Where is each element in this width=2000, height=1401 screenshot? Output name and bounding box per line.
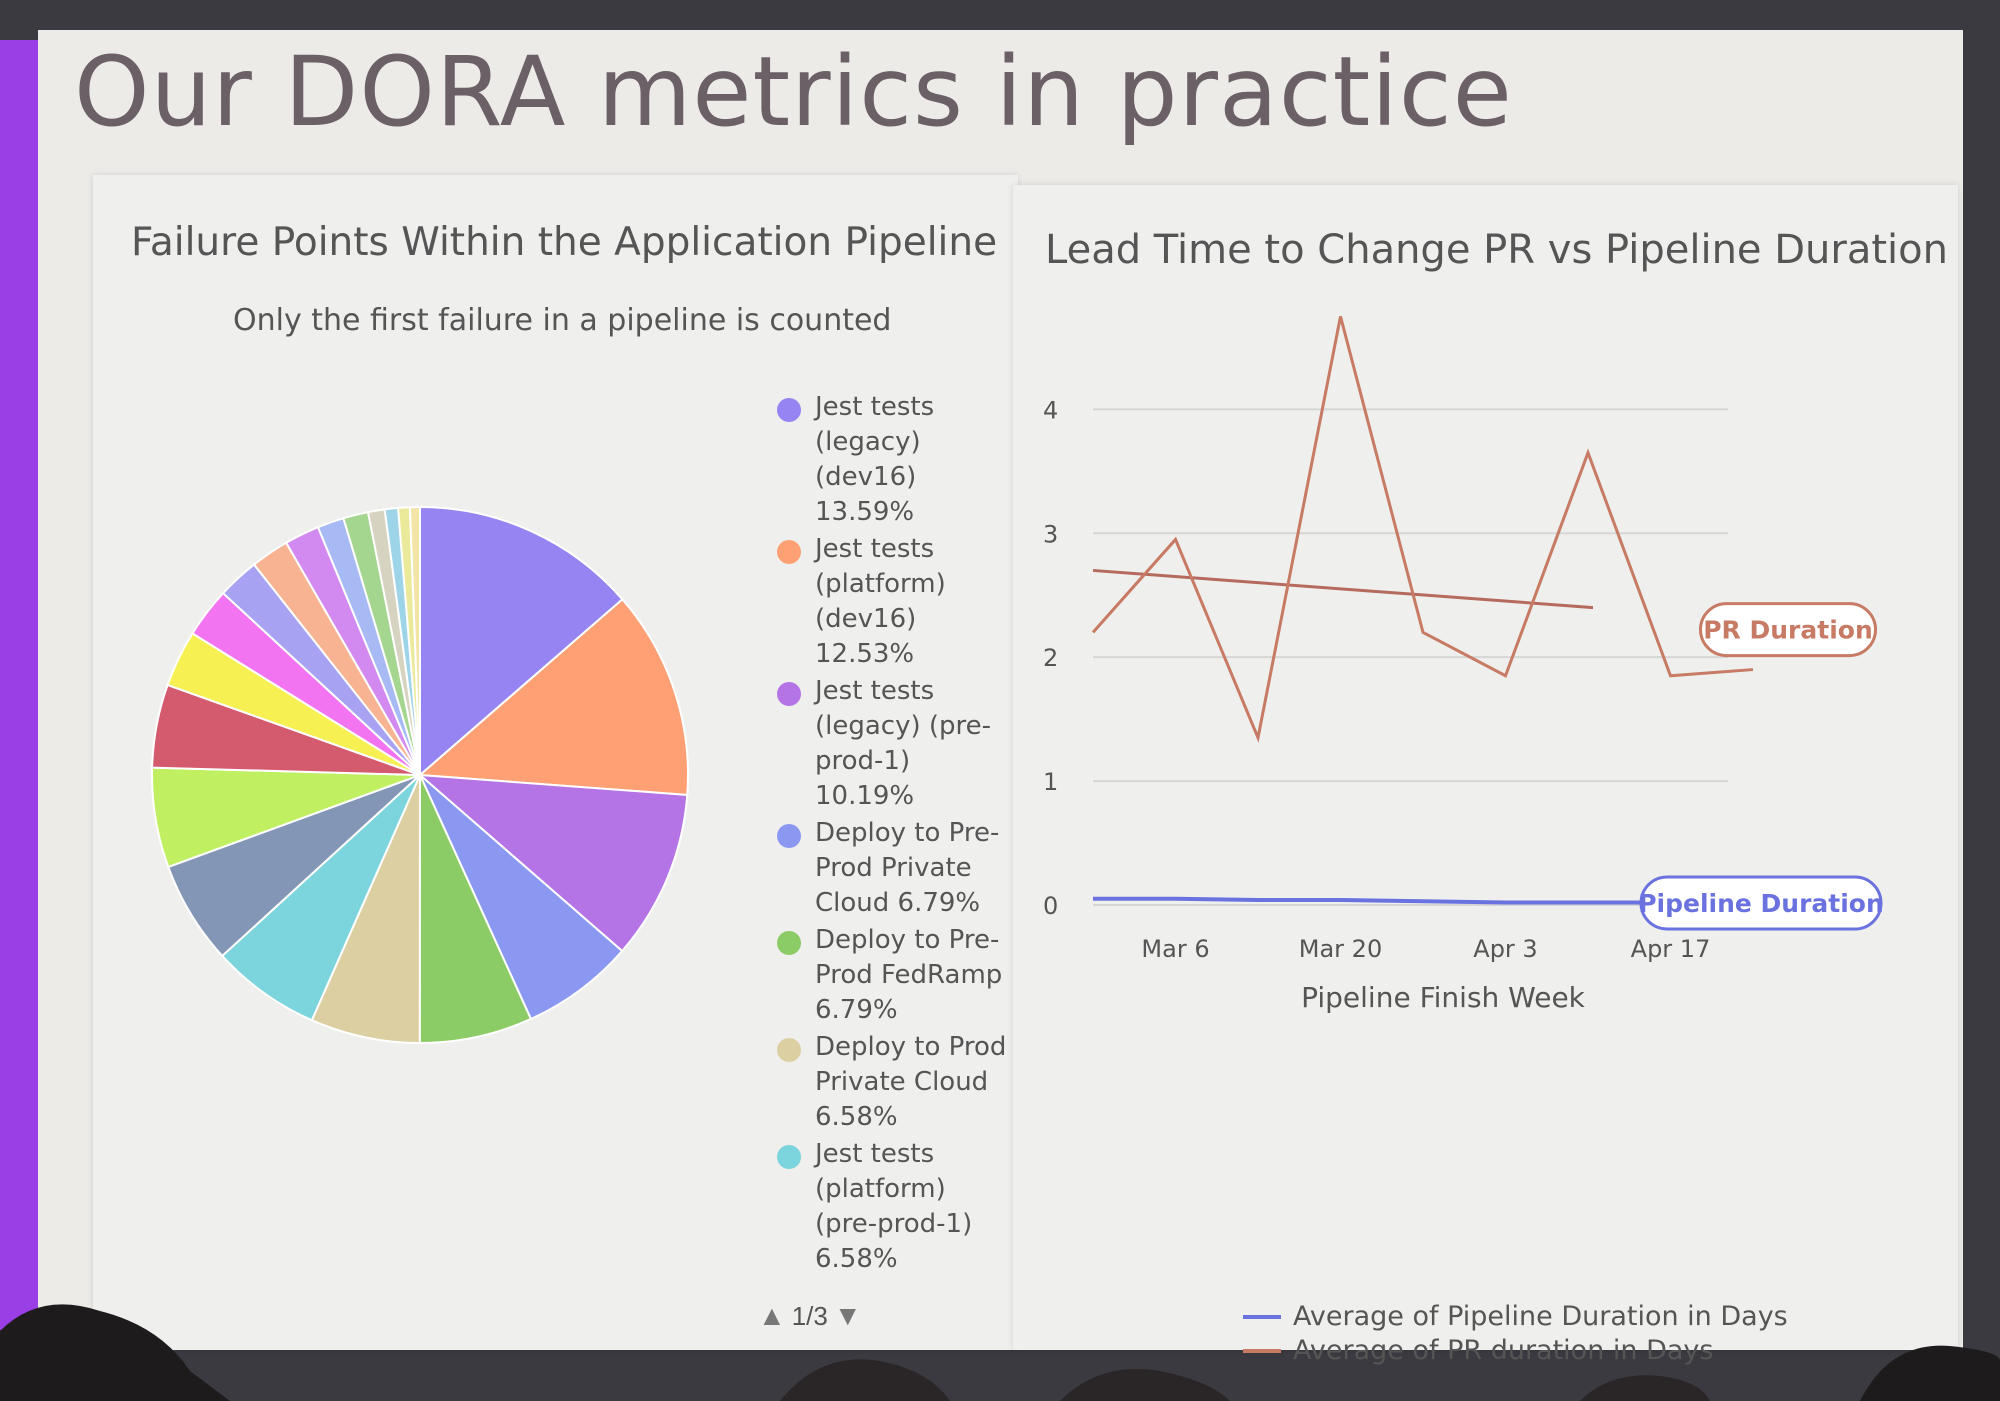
pie-chart-title: Failure Points Within the Application Pi… (131, 220, 998, 265)
pie-legend-item[interactable]: Jest tests (platform) (dev16) 12.53% (773, 532, 1013, 672)
line-chart-title: Lead Time to Change PR vs Pipeline Durat… (1045, 227, 1948, 273)
slide: Our DORA metrics in practice Failure Poi… (38, 30, 1963, 1366)
pie-slice[interactable] (417, 773, 689, 953)
pager-down-arrow-icon[interactable]: ▼ (833, 1300, 862, 1331)
pipeline-duration-badge: Pipeline Duration (1638, 875, 1884, 931)
pager-up-arrow-icon[interactable]: ▲ (758, 1300, 786, 1331)
pie-chart-panel: Failure Points Within the Application Pi… (93, 175, 1018, 1350)
legend-label: Deploy to Pre-Prod Private Cloud 6.79% (815, 818, 1000, 918)
legend-label: Jest tests (legacy) (pre-prod-1) 10.19% (815, 676, 992, 811)
pie-slice[interactable] (418, 774, 533, 1045)
audience-head-silhouette (1580, 1375, 1710, 1401)
x-tick-label: Mar 20 (1299, 935, 1382, 963)
line-legend-item[interactable]: Average of Pipeline Duration in Days (1243, 1300, 1788, 1334)
pr-duration-badge: PR Duration (1699, 602, 1877, 658)
y-tick-label: 2 (1043, 644, 1058, 672)
line-chart: 0 1 2 3 4 Mar 6 Mar 20 Apr 3 Apr 17 Pipeline Fini… (1043, 316, 1884, 1014)
audience-head-silhouette (780, 1359, 950, 1401)
legend-color-dot (777, 1145, 801, 1169)
legend-label: Deploy to Pre-Prod FedRamp 6.79% (815, 925, 1003, 1025)
audience-head-silhouette (0, 1304, 230, 1401)
accent-bar (0, 40, 38, 1330)
pie-chart (151, 505, 689, 1045)
audience-head-silhouette (1060, 1369, 1230, 1401)
pie-chart-subtitle: Only the first failure in a pipeline is … (233, 303, 892, 338)
legend-label: Jest tests (legacy) (dev16) 13.59% (815, 392, 935, 527)
y-tick-label: 1 (1043, 768, 1058, 796)
slide-title: Our DORA metrics in practice (74, 36, 1513, 148)
pie-slice[interactable] (419, 774, 624, 1021)
legend-color-dot (777, 1038, 801, 1062)
legend-label: Jest tests (platform) (pre-prod-1) 6.58% (815, 1139, 973, 1274)
y-tick-label: 0 (1043, 892, 1058, 920)
pie-legend-item[interactable]: Jest tests (legacy) (dev16) 13.59% (773, 390, 1013, 530)
audience-head-silhouette (1860, 1345, 2000, 1401)
pie-legend-item[interactable]: Deploy to Pre-Prod Private Cloud 6.79% (773, 816, 1013, 921)
x-tick-label: Apr 17 (1631, 935, 1711, 963)
pie-legend-item[interactable]: Deploy to Prod Private Cloud 6.58% (773, 1030, 1013, 1135)
pie-slice[interactable] (408, 505, 421, 776)
x-tick-label: Apr 3 (1473, 935, 1537, 963)
pie-slice[interactable] (220, 774, 421, 1022)
legend-label: Deploy to Prod Private Cloud 6.58% (815, 1032, 1007, 1132)
pr-duration-line[interactable] (1091, 316, 1754, 743)
line-legend-item[interactable]: Average of PR duration in Days (1243, 1334, 1788, 1368)
legend-pager: ▲ 1/3 ▼ (758, 1300, 862, 1332)
legend-color-dot (777, 824, 801, 848)
pie-legend-item[interactable]: Jest tests (legacy) (pre-prod-1) 10.19% (773, 674, 1013, 814)
badge-outline (1639, 875, 1883, 931)
badge-label: PR Duration (1703, 616, 1873, 645)
legend-color-dot (777, 398, 801, 422)
legend-swatch (1243, 1315, 1281, 1319)
pie-slice[interactable] (417, 597, 689, 797)
legend-label: Average of Pipeline Duration in Days (1293, 1301, 1788, 1332)
audience-silhouettes (0, 1304, 2000, 1401)
badge-label: Pipeline Duration (1638, 889, 1884, 918)
pie-slice[interactable] (419, 505, 624, 778)
pie-legend-item[interactable]: Jest tests (platform) (pre-prod-1) 6.58% (773, 1137, 1013, 1277)
pie-slice[interactable] (310, 774, 421, 1045)
line-chart-legend: Average of Pipeline Duration in Days Aver… (1243, 1300, 1788, 1368)
pie-legend-item[interactable]: Deploy to Pre-Prod FedRamp 6.79% (773, 923, 1013, 1028)
x-axis-label: Pipeline Finish Week (1301, 981, 1586, 1014)
legend-color-dot (777, 931, 801, 955)
legend-label: Jest tests (platform) (dev16) 12.53% (815, 534, 946, 669)
pie-legend: Jest tests (legacy) (dev16) 13.59% Jest t… (773, 390, 1013, 1279)
badge-outline (1699, 602, 1877, 658)
pager-label: 1/3 (791, 1300, 828, 1331)
x-tick-label: Mar 6 (1141, 935, 1209, 963)
line-chart-panel: Lead Time to Change PR vs Pipeline Durat… (1013, 185, 1958, 1366)
legend-swatch (1243, 1349, 1281, 1353)
trend-line (1092, 568, 1594, 610)
legend-color-dot (777, 682, 801, 706)
legend-color-dot (777, 540, 801, 564)
y-tick-label: 4 (1043, 396, 1058, 424)
y-tick-label: 3 (1043, 520, 1058, 548)
legend-label: Average of PR duration in Days (1293, 1335, 1714, 1366)
